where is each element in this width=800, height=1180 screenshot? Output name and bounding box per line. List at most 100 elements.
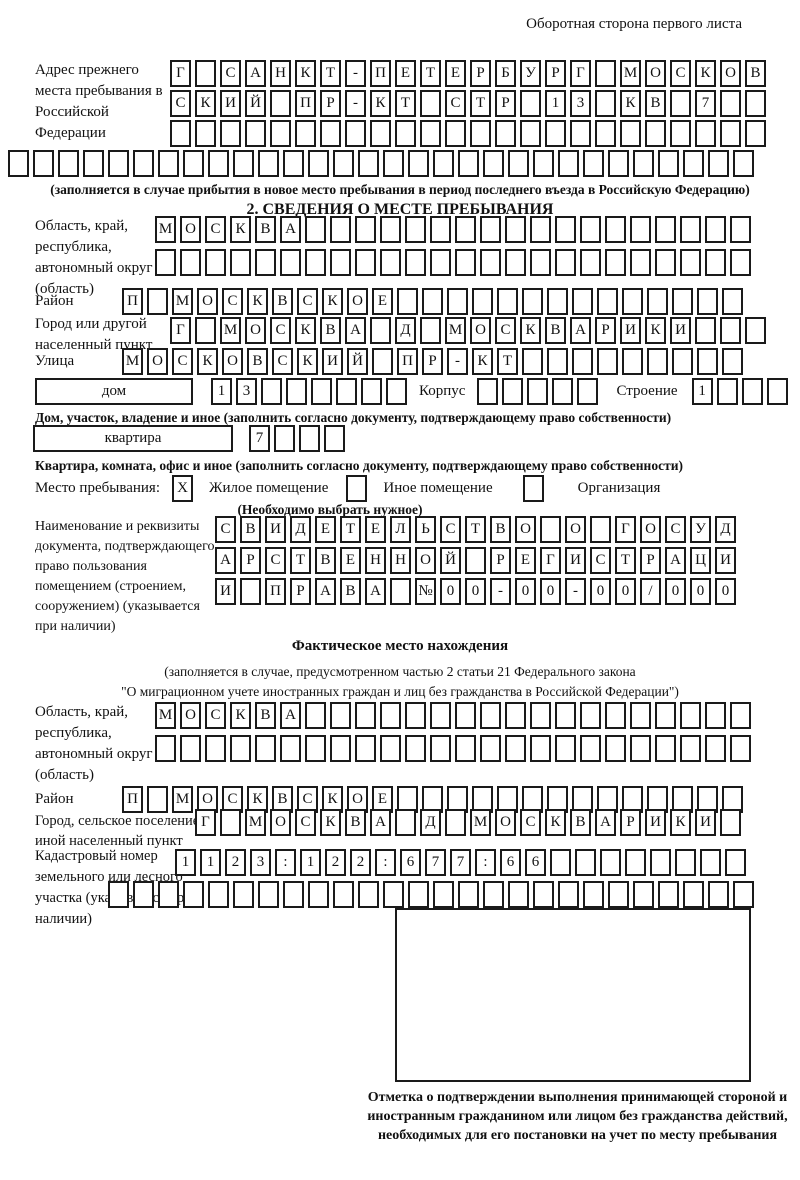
char-cell[interactable]: С (520, 809, 541, 836)
char-cell[interactable] (683, 881, 704, 908)
char-cell[interactable]: С (172, 348, 193, 375)
char-cell[interactable]: О (515, 516, 536, 543)
char-cell[interactable] (697, 348, 718, 375)
char-cell[interactable] (458, 881, 479, 908)
char-cell[interactable] (505, 249, 526, 276)
char-cell[interactable] (680, 702, 701, 729)
char-cell[interactable]: А (215, 547, 236, 574)
char-cell[interactable] (395, 120, 416, 147)
char-cell[interactable]: К (322, 288, 343, 315)
char-cell[interactable] (597, 348, 618, 375)
char-cell[interactable] (430, 249, 451, 276)
char-cell[interactable]: Г (170, 60, 191, 87)
char-cell[interactable]: В (645, 90, 666, 117)
char-cell[interactable] (255, 249, 276, 276)
char-cell[interactable]: О (495, 809, 516, 836)
char-cell[interactable]: Д (420, 809, 441, 836)
char-cell[interactable] (261, 378, 282, 405)
char-cell[interactable] (608, 881, 629, 908)
char-cell[interactable] (558, 881, 579, 908)
char-cell[interactable] (670, 120, 691, 147)
char-cell[interactable]: Р (595, 317, 616, 344)
char-cell[interactable] (390, 578, 411, 605)
char-cell[interactable]: С (272, 348, 293, 375)
char-cell[interactable] (655, 735, 676, 762)
char-cell[interactable]: Т (340, 516, 361, 543)
char-cell[interactable]: Н (390, 547, 411, 574)
char-cell[interactable] (720, 120, 741, 147)
char-cell[interactable] (705, 735, 726, 762)
char-cell[interactable] (605, 702, 626, 729)
char-cell[interactable]: Е (340, 547, 361, 574)
char-cell[interactable] (595, 90, 616, 117)
char-cell[interactable]: К (545, 809, 566, 836)
char-cell[interactable]: В (255, 216, 276, 243)
char-cell[interactable] (58, 150, 79, 177)
char-cell[interactable] (470, 120, 491, 147)
char-cell[interactable]: А (570, 317, 591, 344)
char-cell[interactable] (672, 288, 693, 315)
char-cell[interactable] (745, 90, 766, 117)
char-cell[interactable] (358, 150, 379, 177)
char-cell[interactable] (370, 120, 391, 147)
char-cell[interactable] (205, 249, 226, 276)
char-cell[interactable] (540, 516, 561, 543)
char-cell[interactable]: 0 (465, 578, 486, 605)
char-cell[interactable]: В (490, 516, 511, 543)
char-cell[interactable]: П (295, 90, 316, 117)
char-cell[interactable] (695, 317, 716, 344)
char-cell[interactable]: 0 (665, 578, 686, 605)
char-cell[interactable]: С (665, 516, 686, 543)
char-cell[interactable] (422, 288, 443, 315)
char-cell[interactable]: Г (195, 809, 216, 836)
char-cell[interactable]: В (315, 547, 336, 574)
char-cell[interactable] (305, 216, 326, 243)
char-cell[interactable] (283, 881, 304, 908)
char-cell[interactable] (324, 425, 345, 452)
char-cell[interactable]: С (495, 317, 516, 344)
char-cell[interactable]: М (172, 786, 193, 813)
char-cell[interactable]: В (340, 578, 361, 605)
char-cell[interactable]: О (565, 516, 586, 543)
char-cell[interactable] (458, 150, 479, 177)
char-cell[interactable] (405, 249, 426, 276)
char-cell[interactable] (608, 150, 629, 177)
char-cell[interactable] (230, 249, 251, 276)
char-cell[interactable] (577, 378, 599, 405)
char-cell[interactable]: В (545, 317, 566, 344)
char-cell[interactable]: К (320, 809, 341, 836)
char-cell[interactable]: Й (347, 348, 368, 375)
char-cell[interactable]: А (365, 578, 386, 605)
char-cell[interactable] (83, 150, 104, 177)
char-cell[interactable] (655, 702, 676, 729)
char-cell[interactable]: К (247, 288, 268, 315)
char-cell[interactable]: 0 (515, 578, 536, 605)
char-cell[interactable] (430, 702, 451, 729)
char-cell[interactable] (705, 249, 726, 276)
char-cell[interactable] (205, 735, 226, 762)
char-cell[interactable] (545, 120, 566, 147)
char-cell[interactable]: П (397, 348, 418, 375)
char-cell[interactable] (355, 702, 376, 729)
char-cell[interactable] (527, 378, 549, 405)
char-cell[interactable]: / (640, 578, 661, 605)
char-cell[interactable]: И (322, 348, 343, 375)
char-cell[interactable] (720, 317, 741, 344)
char-cell[interactable]: П (122, 288, 143, 315)
char-cell[interactable] (408, 150, 429, 177)
char-cell[interactable] (308, 881, 329, 908)
char-cell[interactable]: : (475, 849, 496, 876)
char-cell[interactable]: Г (615, 516, 636, 543)
char-cell[interactable]: С (297, 288, 318, 315)
char-cell[interactable] (180, 735, 201, 762)
char-cell[interactable]: С (205, 216, 226, 243)
char-cell[interactable] (533, 150, 554, 177)
char-cell[interactable]: 0 (440, 578, 461, 605)
char-cell[interactable]: 3 (570, 90, 591, 117)
char-cell[interactable]: К (295, 60, 316, 87)
char-cell[interactable] (447, 288, 468, 315)
char-cell[interactable] (383, 150, 404, 177)
char-cell[interactable] (358, 881, 379, 908)
char-cell[interactable]: И (215, 578, 236, 605)
char-cell[interactable]: Г (570, 60, 591, 87)
